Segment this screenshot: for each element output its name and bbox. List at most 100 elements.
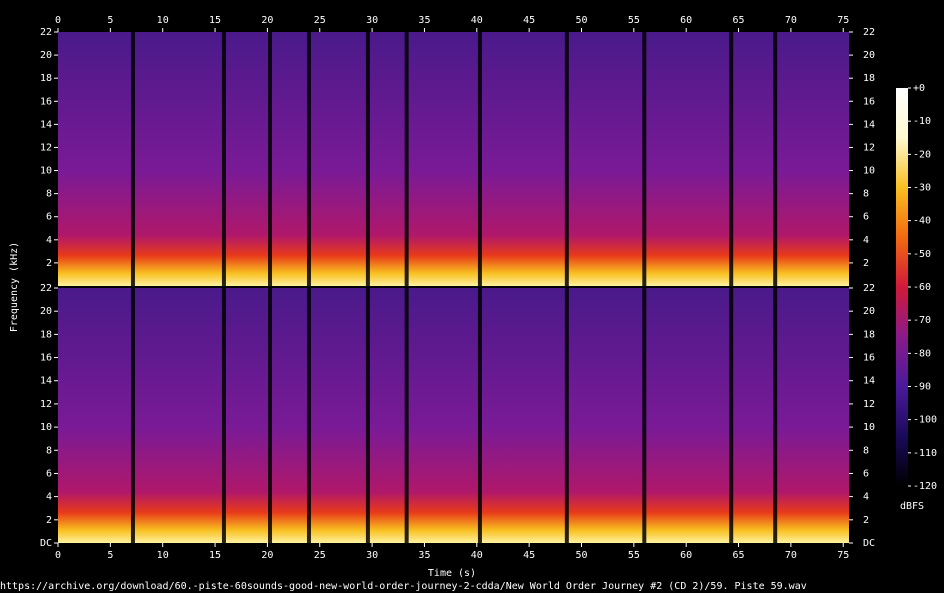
x-tick-label: 30 bbox=[366, 550, 378, 561]
colorbar-tick-label: -70 bbox=[913, 315, 931, 326]
y-axis-label: Frequency (kHz) bbox=[9, 242, 20, 332]
silence-gap bbox=[477, 32, 482, 286]
x-tick-label: 40 bbox=[471, 15, 483, 26]
y-tick-label: 10 bbox=[863, 166, 875, 177]
y-tick-label: 4 bbox=[863, 492, 869, 503]
y-tick-label: 8 bbox=[46, 189, 52, 200]
colorbar bbox=[896, 88, 908, 486]
x-tick-label: 0 bbox=[55, 15, 61, 26]
silence-gap bbox=[642, 32, 647, 286]
colorbar-tick-label: -50 bbox=[913, 249, 931, 260]
y-tick-label: 12 bbox=[40, 399, 52, 410]
y-tick-label: 16 bbox=[40, 353, 52, 364]
y-tick-label: 16 bbox=[863, 96, 875, 107]
x-tick-label: 70 bbox=[785, 550, 797, 561]
y-tick-label: 20 bbox=[40, 50, 52, 61]
y-tick-label: 14 bbox=[40, 376, 52, 387]
y-tick-label: 20 bbox=[40, 306, 52, 317]
silence-gap bbox=[404, 32, 409, 286]
x-tick-label: 20 bbox=[261, 550, 273, 561]
y-tick-label: 4 bbox=[46, 492, 52, 503]
silence-gap bbox=[642, 288, 647, 543]
x-tick-label: 35 bbox=[418, 15, 430, 26]
y-tick-label: 6 bbox=[863, 468, 869, 479]
y-tick-label: 18 bbox=[40, 73, 52, 84]
y-tick-label: 16 bbox=[40, 96, 52, 107]
x-tick-label: 20 bbox=[261, 15, 273, 26]
colorbar-tick-label: -110 bbox=[913, 448, 937, 459]
y-tick-label: 4 bbox=[46, 235, 52, 246]
silence-gap bbox=[564, 32, 569, 286]
x-tick-label: 70 bbox=[785, 15, 797, 26]
x-tick-label: 45 bbox=[523, 550, 535, 561]
source-url: https://archive.org/download/60.-piste-6… bbox=[0, 581, 807, 592]
silence-gap bbox=[306, 32, 311, 286]
x-tick-label: 5 bbox=[107, 15, 113, 26]
y-tick-label: 10 bbox=[40, 166, 52, 177]
x-tick-label: 65 bbox=[733, 15, 745, 26]
silence-gap bbox=[268, 32, 273, 286]
silence-gap bbox=[221, 32, 226, 286]
x-tick-label: 10 bbox=[157, 15, 169, 26]
y-tick-label: 12 bbox=[40, 142, 52, 153]
x-tick-label: 25 bbox=[314, 15, 326, 26]
y-tick-label: 8 bbox=[863, 189, 869, 200]
x-tick-label: 15 bbox=[209, 15, 221, 26]
colorbar-tick-label: -30 bbox=[913, 183, 931, 194]
colorbar-label: dBFS bbox=[900, 501, 924, 512]
colorbar-tick-label: -80 bbox=[913, 348, 931, 359]
silence-gap bbox=[221, 288, 226, 543]
y-tick-label: 2 bbox=[863, 258, 869, 269]
y-tick-label: 14 bbox=[40, 119, 52, 130]
y-tick-label: 12 bbox=[863, 399, 875, 410]
y-tick-label: 12 bbox=[863, 142, 875, 153]
silence-gap bbox=[130, 32, 135, 286]
silence-gap bbox=[773, 288, 778, 543]
x-tick-label: 10 bbox=[157, 550, 169, 561]
y-tick-label: 18 bbox=[863, 73, 875, 84]
y-tick-label: DC bbox=[40, 538, 52, 549]
x-tick-label: 15 bbox=[209, 550, 221, 561]
x-axis-label: Time (s) bbox=[428, 568, 476, 579]
x-tick-label: 5 bbox=[107, 550, 113, 561]
y-tick-label: DC bbox=[863, 538, 875, 549]
y-tick-label: 16 bbox=[863, 353, 875, 364]
x-tick-label: 25 bbox=[314, 550, 326, 561]
silence-gap bbox=[773, 32, 778, 286]
y-tick-label: 14 bbox=[863, 376, 875, 387]
y-tick-label: 6 bbox=[46, 212, 52, 223]
x-tick-label: 45 bbox=[523, 15, 535, 26]
silence-gap bbox=[365, 288, 370, 543]
x-tick-label: 40 bbox=[471, 550, 483, 561]
y-tick-label: 6 bbox=[46, 468, 52, 479]
y-tick-label: 8 bbox=[46, 445, 52, 456]
y-tick-label: 10 bbox=[863, 422, 875, 433]
colorbar-tick-label: +0 bbox=[913, 83, 925, 94]
silence-gap bbox=[564, 288, 569, 543]
y-tick-label: 20 bbox=[863, 50, 875, 61]
colorbar-tick-label: -90 bbox=[913, 382, 931, 393]
silence-gap bbox=[268, 288, 273, 543]
spectrogram-panel bbox=[58, 32, 849, 286]
y-tick-label: 22 bbox=[40, 283, 52, 294]
y-tick-label: 8 bbox=[863, 445, 869, 456]
x-tick-label: 50 bbox=[575, 550, 587, 561]
y-tick-label: 14 bbox=[863, 119, 875, 130]
x-tick-label: 75 bbox=[837, 550, 849, 561]
x-tick-label: 65 bbox=[733, 550, 745, 561]
silence-gap bbox=[404, 288, 409, 543]
colorbar-tick-label: -10 bbox=[913, 116, 931, 127]
y-tick-label: 22 bbox=[40, 27, 52, 38]
colorbar-tick-label: -100 bbox=[913, 415, 937, 426]
colorbar-tick-label: -20 bbox=[913, 149, 931, 160]
silence-gap bbox=[477, 288, 482, 543]
y-tick-label: 2 bbox=[46, 515, 52, 526]
y-tick-label: 18 bbox=[40, 329, 52, 340]
y-tick-label: 4 bbox=[863, 235, 869, 246]
silence-gap bbox=[130, 288, 135, 543]
silence-gap bbox=[306, 288, 311, 543]
y-tick-label: 18 bbox=[863, 329, 875, 340]
y-tick-label: 2 bbox=[46, 258, 52, 269]
x-tick-label: 35 bbox=[418, 550, 430, 561]
